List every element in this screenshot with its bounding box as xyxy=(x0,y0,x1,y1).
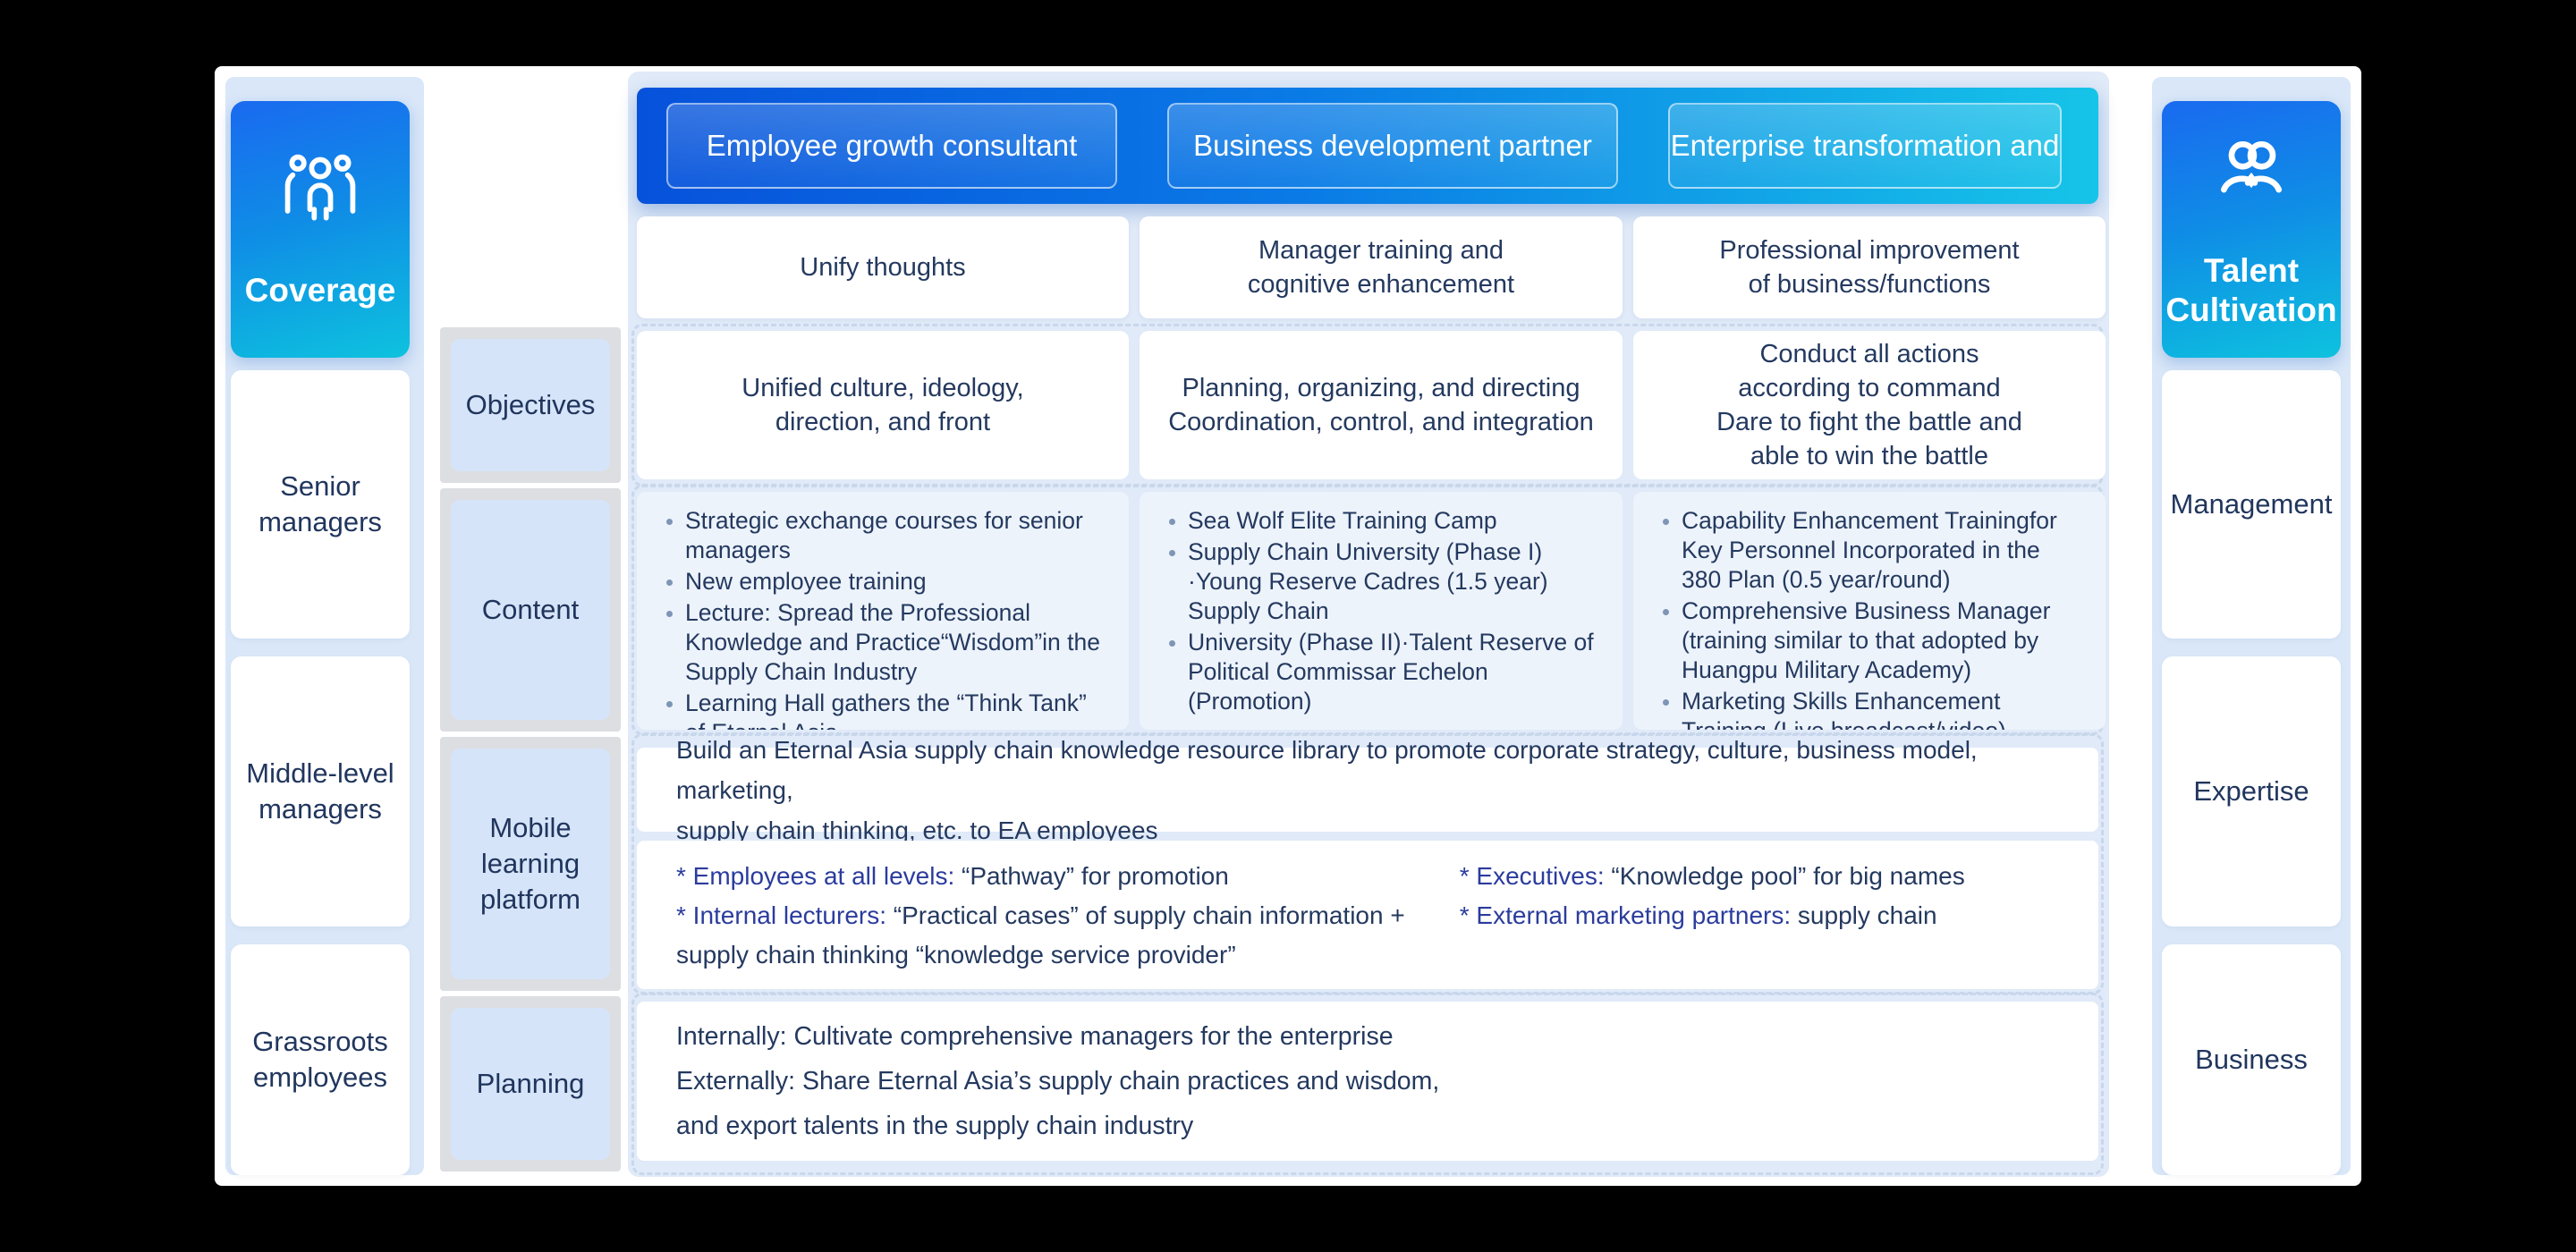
header-button-label: Business development partner xyxy=(1193,129,1592,162)
row-label-text: Content xyxy=(481,594,580,625)
dimension-label: Management xyxy=(2170,488,2333,520)
point-lead: * Employees at all levels: xyxy=(676,862,955,890)
row-label-text: Planning xyxy=(476,1068,585,1099)
content-item: Marketing Skills Enhancement Training (L… xyxy=(1682,687,2084,730)
point-rest: supply chain xyxy=(1791,901,1937,929)
content-item: Comprehensive Business Manager (training… xyxy=(1682,596,2084,685)
role-box-2: Manager training and cognitive enhanceme… xyxy=(1140,216,1623,318)
diagram-panel: Coverage Senior managers Middle-level ma… xyxy=(215,66,2361,1186)
content-item: Strategic exchange courses for senior ma… xyxy=(685,506,1107,565)
point-rest: “Knowledge pool” for big names xyxy=(1604,862,1965,890)
mobile-point: * Employees at all levels: “Pathway” for… xyxy=(676,857,1451,896)
objective-box-2: Planning, organizing, and directing Coor… xyxy=(1140,331,1623,479)
content-item: University (Phase II)·Talent Reserve of … xyxy=(1188,628,1601,716)
talent-rail: Talent Cultivation Management Expertise … xyxy=(2152,77,2351,1175)
objective-box-1: Unified culture, ideology, direction, an… xyxy=(637,331,1129,479)
mobile-summary-box: Build an Eternal Asia supply chain knowl… xyxy=(637,736,2098,844)
content-item: Supply Chain University (Phase I) ·Young… xyxy=(1188,537,1601,626)
group-label: Middle-level managers xyxy=(246,757,394,825)
talent-title: Talent Cultivation xyxy=(2165,251,2337,328)
dimension-label: Expertise xyxy=(2193,775,2309,807)
people-group-icon xyxy=(279,149,361,232)
content-list-1: Strategic exchange courses for senior ma… xyxy=(658,506,1107,730)
dimension-label: Business xyxy=(2195,1044,2308,1075)
row-label-text: Objectives xyxy=(465,389,596,420)
two-users-icon xyxy=(2210,130,2292,212)
content-item: New employee training xyxy=(685,567,1107,596)
role-box-1: Unify thoughts xyxy=(637,216,1129,318)
content-box-3: Capability Enhancement Trainingfor Key P… xyxy=(1633,492,2106,730)
mobile-points-right: * Executives: “Knowledge pool” for big n… xyxy=(1460,857,2068,975)
group-grassroots-employees: Grassroots employees xyxy=(231,944,410,1175)
row-label-planning: Planning xyxy=(451,1008,610,1160)
header-band: Employee growth consultant Business deve… xyxy=(637,88,2098,204)
role-box-3: Professional improvement of business/fun… xyxy=(1633,216,2106,318)
talent-card: Talent Cultivation xyxy=(2162,101,2341,358)
header-button-label: Enterprise transformation and xyxy=(1670,129,2060,162)
content-item: Capability Enhancement Trainingfor Key P… xyxy=(1682,506,2084,595)
header-button-business-development: Business development partner xyxy=(1167,103,1618,189)
content-item: Lecture: Spread the Professional Knowled… xyxy=(685,598,1107,687)
content-item: Learning Hall gathers the “Think Tank” o… xyxy=(685,689,1107,730)
row-label-text: Mobile learning platform xyxy=(480,812,580,915)
group-senior-managers: Senior managers xyxy=(231,370,410,639)
mobile-points-box: * Employees at all levels: “Pathway” for… xyxy=(637,841,2098,989)
point-lead: * Internal lecturers: xyxy=(676,901,886,929)
group-middle-managers: Middle-level managers xyxy=(231,656,410,926)
planning-box: Internally: Cultivate comprehensive mana… xyxy=(637,1002,2098,1161)
dimension-management: Management xyxy=(2162,370,2341,639)
content-item: Sea Wolf Elite Training Camp xyxy=(1188,506,1601,536)
mobile-point: * Internal lecturers: “Practical cases” … xyxy=(676,896,1451,975)
dimension-business: Business xyxy=(2162,944,2341,1175)
point-rest: “Pathway” for promotion xyxy=(954,862,1229,890)
content-list-3: Capability Enhancement Trainingfor Key P… xyxy=(1655,506,2084,730)
mobile-points-left: * Employees at all levels: “Pathway” for… xyxy=(676,857,1451,975)
mobile-point: * Executives: “Knowledge pool” for big n… xyxy=(1460,857,2068,896)
point-lead: * Executives: xyxy=(1459,862,1605,890)
content-list-2: Sea Wolf Elite Training Camp Supply Chai… xyxy=(1161,504,1601,718)
content-box-1: Strategic exchange courses for senior ma… xyxy=(637,492,1129,730)
planning-text: Internally: Cultivate comprehensive mana… xyxy=(676,1022,1440,1140)
header-button-employee-growth: Employee growth consultant xyxy=(666,103,1117,189)
coverage-card: Coverage xyxy=(231,101,410,358)
row-label-mobile: Mobile learning platform xyxy=(451,749,610,979)
coverage-rail: Coverage Senior managers Middle-level ma… xyxy=(225,77,424,1175)
group-label: Grassroots employees xyxy=(252,1026,388,1093)
mobile-point: * External marketing partners: supply ch… xyxy=(1460,896,2068,935)
objective-box-3: Conduct all actions according to command… xyxy=(1633,331,2106,479)
planning-row-outline xyxy=(631,993,2104,1175)
dimension-expertise: Expertise xyxy=(2162,656,2341,926)
point-lead: * External marketing partners: xyxy=(1459,901,1792,929)
group-label: Senior managers xyxy=(258,470,382,537)
row-label-content: Content xyxy=(451,500,610,720)
content-box-2: Sea Wolf Elite Training Camp Supply Chai… xyxy=(1140,492,1623,730)
row-label-objectives: Objectives xyxy=(451,339,610,471)
coverage-title: Coverage xyxy=(244,271,396,309)
point-rest: “Practical cases” of supply chain inform… xyxy=(676,901,1405,969)
header-button-label: Employee growth consultant xyxy=(706,129,1078,162)
header-button-enterprise-transformation: Enterprise transformation and xyxy=(1668,103,2062,189)
